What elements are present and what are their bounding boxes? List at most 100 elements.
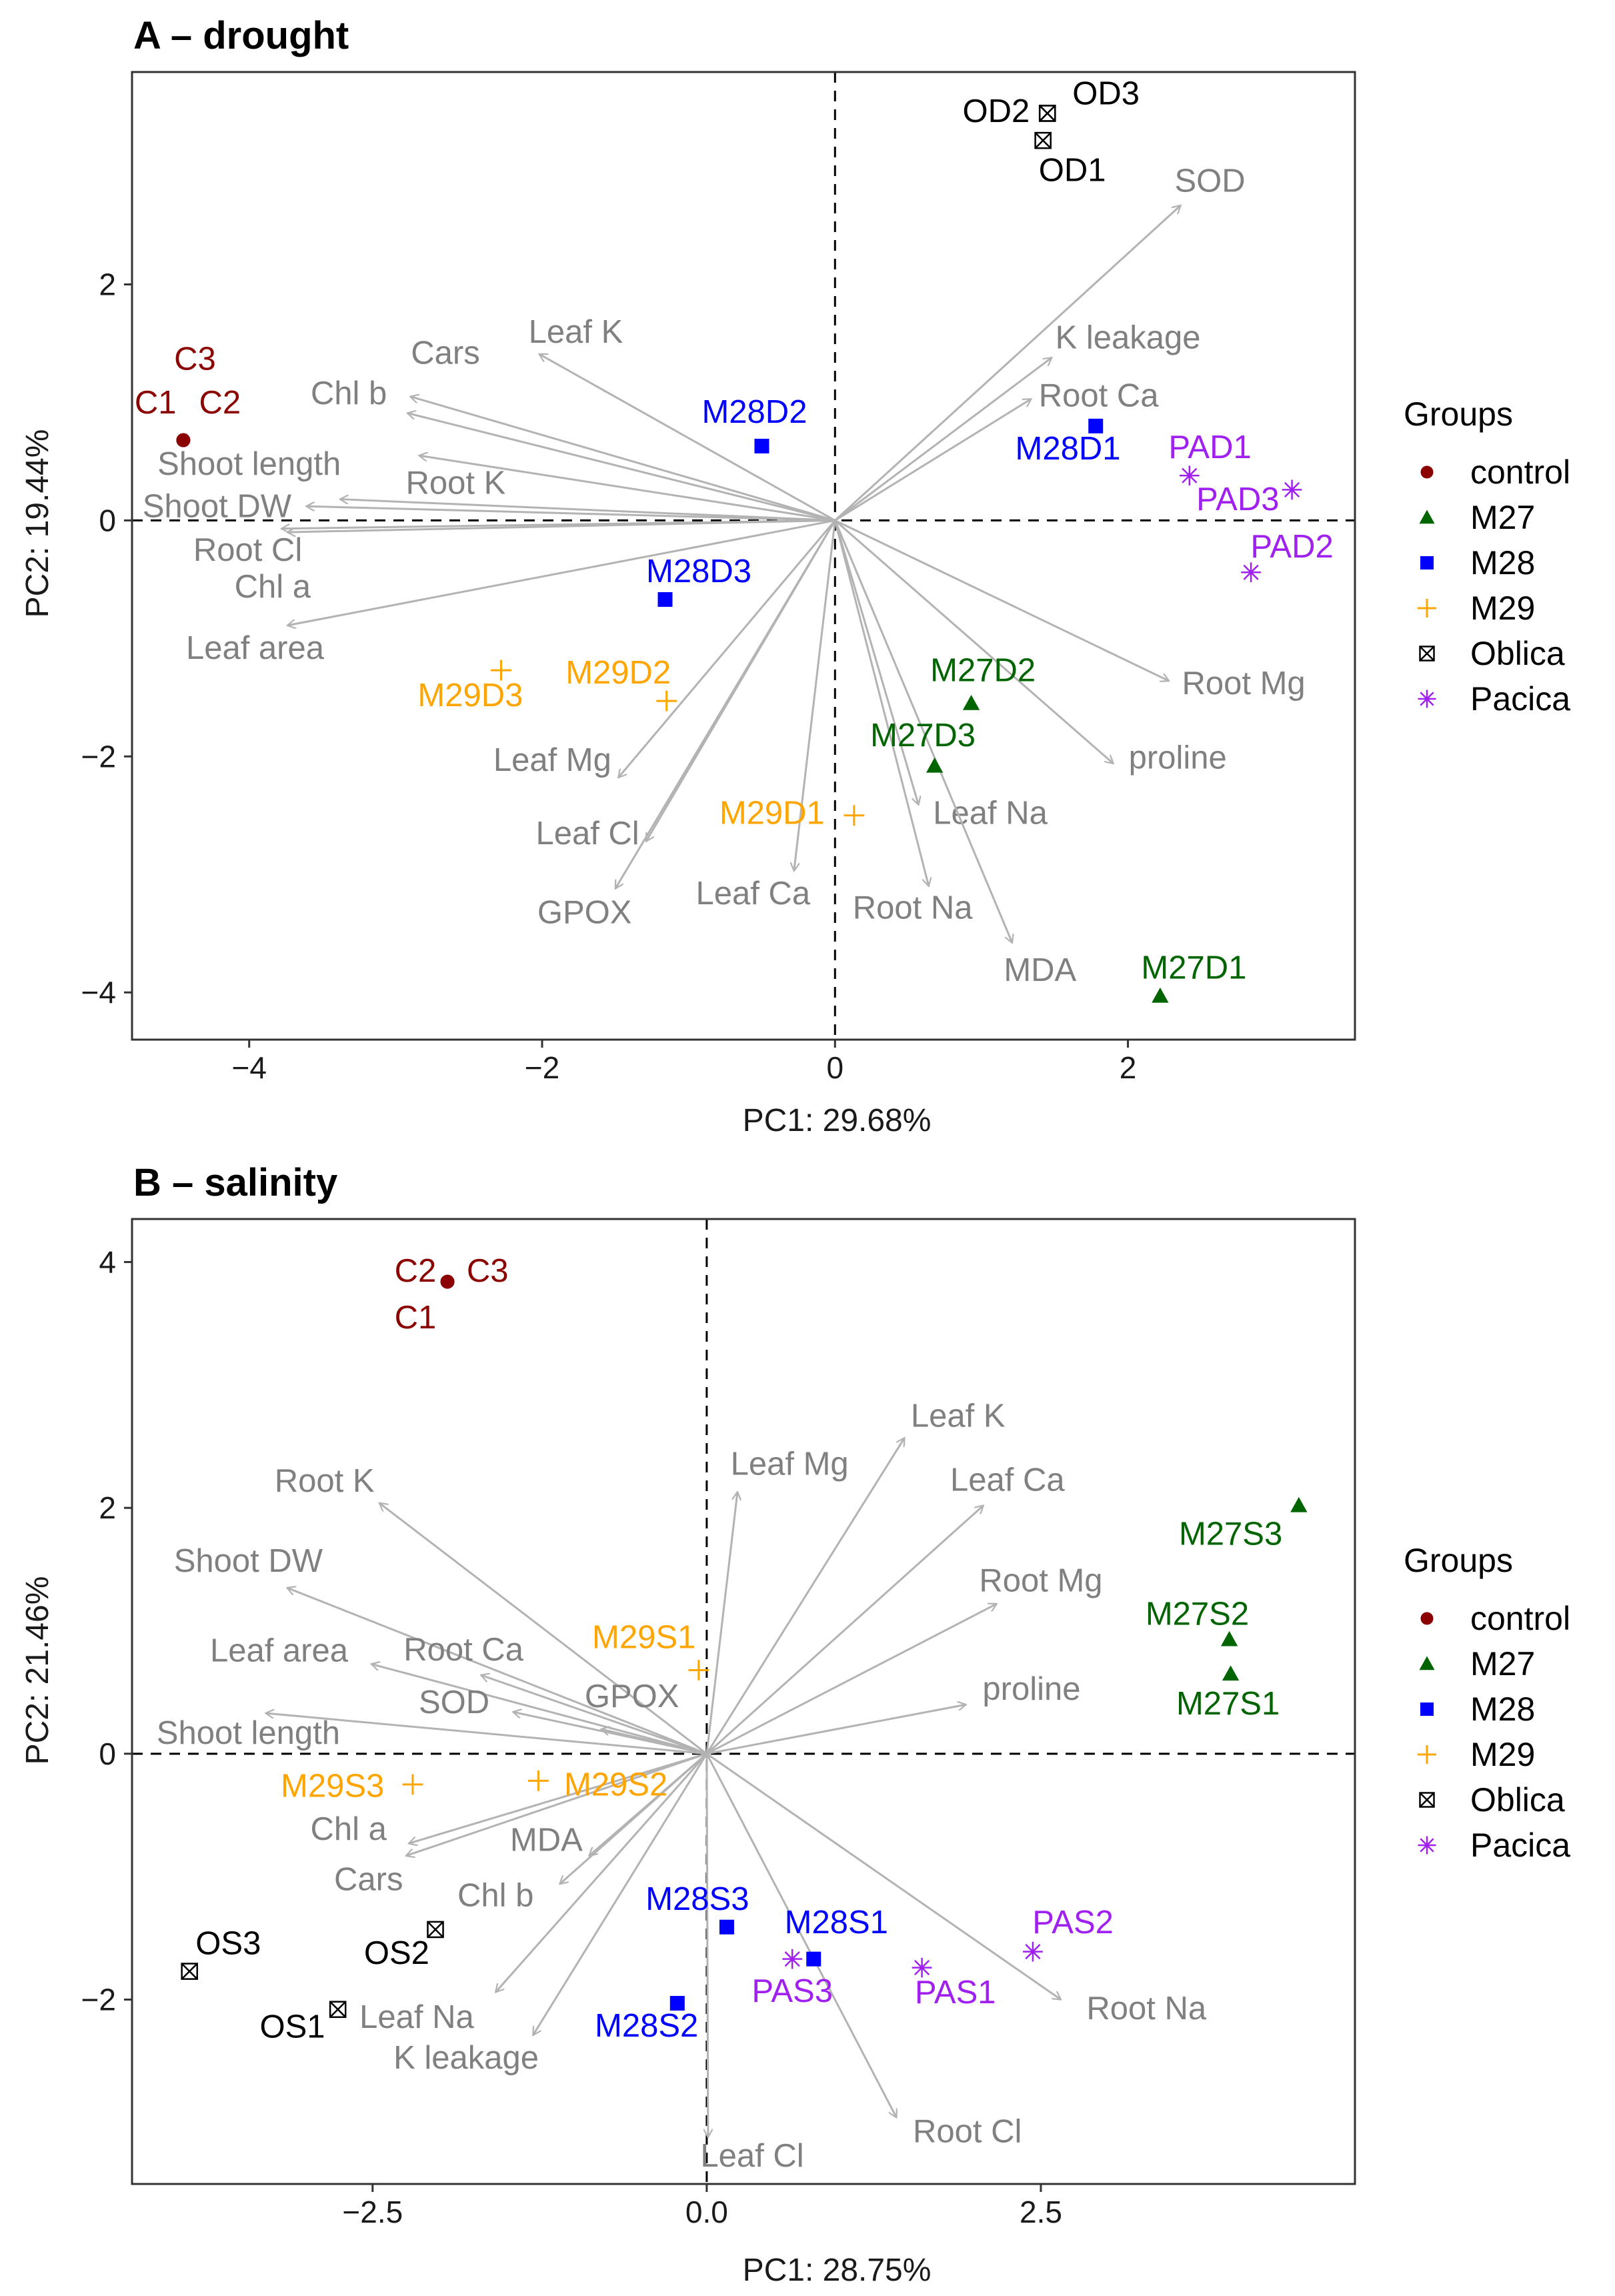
point-label-c1: C1	[395, 1300, 437, 1336]
point-label-od3: OD3	[1072, 75, 1140, 111]
panel-a-title: A – drought	[133, 14, 349, 57]
point-os2	[427, 1921, 444, 1939]
point-m29s1	[688, 1660, 709, 1680]
legend-key-m29	[1418, 599, 1436, 618]
loading-label-root-cl: Root Cl	[913, 2113, 1022, 2149]
point-m28d2	[754, 438, 769, 453]
loading-label-root-mg: Root Mg	[1182, 666, 1305, 702]
y-tick-label: −2	[81, 739, 116, 774]
point-m29d1	[844, 805, 865, 826]
y-tick-label: 2	[99, 1490, 116, 1525]
legend-title: Groups	[1404, 1542, 1513, 1579]
loading-label-leaf-cl: Leaf Cl	[700, 2138, 803, 2174]
point-label-c2: C2	[199, 385, 241, 421]
y-tick-label: −2	[81, 1983, 116, 2017]
observation-points	[176, 105, 1302, 1003]
point-m27s3	[1290, 1496, 1308, 1512]
loading-arrow-leaf-ca	[794, 520, 836, 871]
point-od1	[1034, 131, 1052, 149]
loading-arrow-proline	[706, 1704, 966, 1755]
loading-arrow-cars	[406, 1753, 707, 1856]
loading-arrow-shoot-dw	[306, 506, 836, 521]
loading-label-cars: Cars	[411, 335, 479, 371]
loading-arrow-leaf-area	[287, 519, 836, 625]
loading-arrows: SOD K leakage Root Ca Root Mg proline Leaf Na…	[143, 163, 1306, 988]
loading-label-root-na: Root Na	[1086, 1991, 1207, 2027]
point-label-m27d1: M27D1	[1141, 950, 1246, 986]
loading-label-mda: MDA	[1004, 952, 1076, 988]
point-label-pas3: PAS3	[751, 1973, 833, 2009]
legend-label-oblica: Oblica	[1470, 1781, 1565, 1819]
loading-arrow-leaf-k	[705, 1438, 906, 1755]
legend-label-m27: M27	[1470, 1645, 1535, 1682]
y-tick-label: −4	[81, 975, 116, 1010]
loading-arrow-leaf-mg	[618, 519, 836, 778]
point-label-pad3: PAD3	[1196, 481, 1279, 517]
loading-label-leaf-ca: Leaf Ca	[950, 1462, 1065, 1498]
point-label-os1: OS1	[259, 2009, 325, 2045]
loading-arrow-root-k	[419, 455, 836, 521]
loading-label-shoot-dw: Shoot DW	[143, 489, 292, 525]
loading-label-leaf-k: Leaf K	[911, 1398, 1006, 1434]
loading-arrow-chl-b	[559, 1753, 707, 1884]
point-m27s1	[1222, 1665, 1240, 1681]
loading-label-leaf-na: Leaf Na	[933, 796, 1048, 832]
loading-arrow-shoot-length	[340, 499, 836, 521]
point-label-m28s1: M28S1	[785, 1905, 888, 1941]
loading-label-leaf-ca: Leaf Ca	[695, 876, 810, 912]
loading-arrow-leaf-ca	[705, 1505, 984, 1755]
loading-arrow-leaf-na	[834, 519, 918, 804]
loading-label-proline: proline	[1129, 740, 1227, 776]
legend-key-m29	[1418, 1745, 1436, 1764]
loading-arrow-root-k	[379, 1503, 707, 1755]
point-pad2	[1241, 562, 1261, 583]
loading-arrow-leaf-area	[371, 1664, 707, 1755]
x-tick-label: 0	[826, 1050, 844, 1085]
legend-panel-a: Groups control M27 M28 M29 Oblica Pacica	[1404, 395, 1570, 718]
loading-arrow-mda	[834, 519, 1012, 942]
legend-label-control: control	[1470, 1600, 1570, 1637]
loading-arrow-leaf-na	[495, 1753, 708, 1993]
point-label-pad1: PAD1	[1168, 429, 1251, 465]
loading-label-mda: MDA	[510, 1822, 583, 1858]
legend-label-m28: M28	[1470, 1690, 1535, 1728]
point-label-m28d3: M28D3	[646, 553, 751, 590]
panel-a-drought: A – drought SOD K leakage Root Ca Root Mg pr…	[20, 14, 1356, 1138]
loading-arrow-chl-a	[287, 519, 836, 532]
loading-label-k-leakage: K leakage	[1056, 320, 1201, 356]
legend-key-pacica	[1418, 1836, 1436, 1855]
point-label-m28d2: M28D2	[701, 394, 807, 430]
point-label-c2: C2	[395, 1253, 437, 1289]
observation-points	[181, 1274, 1308, 2019]
loading-label-chl-a: Chl a	[235, 569, 311, 605]
loading-arrow-gpox	[601, 1729, 707, 1755]
loading-arrow-sod	[834, 205, 1180, 521]
loading-label-root-mg: Root Mg	[979, 1563, 1102, 1599]
point-pad3	[1282, 479, 1302, 500]
point-label-m27s3: M27S3	[1179, 1516, 1282, 1552]
y-tick-label: 2	[99, 267, 116, 302]
point-m28s2	[669, 1996, 685, 2011]
x-tick-label: −4	[231, 1050, 266, 1085]
panel-b-salinity: B – salinity Leaf K Leaf Mg Leaf Ca Root Mg…	[20, 1161, 1356, 2288]
point-pas2	[1023, 1941, 1043, 1962]
panel-a-frame	[131, 71, 1356, 1041]
point-label-pas1: PAS1	[915, 1975, 996, 2011]
panel-a-y-axis-title: PC2: 19.44%	[20, 429, 55, 618]
loading-label-cars: Cars	[334, 1861, 403, 1897]
loading-arrow-root-mg	[834, 519, 1169, 681]
point-label-m28d1: M28D1	[1016, 431, 1121, 467]
point-label-pad2: PAD2	[1250, 529, 1333, 565]
point-label-m27s2: M27S2	[1146, 1596, 1249, 1632]
loading-arrow-chl-b	[407, 413, 836, 521]
loading-label-root-cl: Root Cl	[193, 532, 302, 568]
point-m28s3	[719, 1919, 734, 1935]
loading-label-shoot-length: Shoot length	[157, 446, 341, 482]
loading-label-chl-b: Chl b	[457, 1877, 533, 1913]
loading-arrow-chl-a	[409, 1753, 707, 1844]
loading-arrow-leaf-cl	[645, 519, 836, 841]
point-m29s2	[527, 1770, 549, 1791]
loading-arrow-leaf-cl	[707, 1753, 708, 2137]
loading-arrows: Leaf K Leaf Mg Leaf Ca Root Mg proline Root K…	[157, 1398, 1207, 2175]
x-tick-label: −2	[525, 1050, 559, 1085]
